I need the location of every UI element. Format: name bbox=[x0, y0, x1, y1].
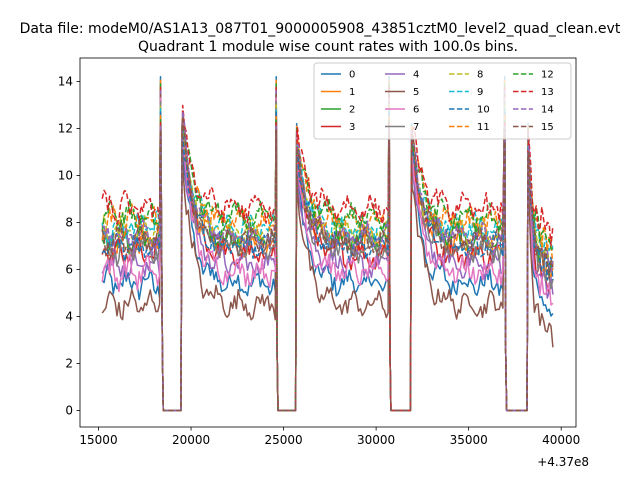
y-tick-label: 12 bbox=[58, 122, 73, 136]
legend-box bbox=[313, 62, 572, 140]
y-tick-label: 10 bbox=[58, 169, 73, 183]
legend-label-9: 9 bbox=[477, 87, 483, 98]
y-tick-label: 8 bbox=[65, 216, 73, 230]
legend-label-14: 14 bbox=[541, 105, 554, 116]
series-lines bbox=[101, 76, 554, 412]
series-line-15 bbox=[101, 115, 554, 412]
legend-label-7: 7 bbox=[413, 122, 419, 133]
y-tick-label: 0 bbox=[65, 404, 73, 418]
axes: 15000 20000 25000 30000 35000 400000246810121… bbox=[58, 57, 580, 447]
series-line-12 bbox=[101, 118, 554, 412]
legend-label-4: 4 bbox=[413, 70, 419, 81]
plot-frame bbox=[79, 57, 577, 428]
x-tick-label: 40000 bbox=[542, 433, 580, 447]
y-tick-label: 2 bbox=[65, 357, 73, 371]
legend-label-12: 12 bbox=[541, 70, 554, 81]
legend-label-8: 8 bbox=[477, 70, 483, 81]
legend-label-13: 13 bbox=[541, 87, 554, 98]
series-line-6 bbox=[101, 97, 554, 412]
series-line-7 bbox=[101, 100, 554, 412]
legend-label-6: 6 bbox=[413, 105, 419, 116]
legend-label-15: 15 bbox=[541, 122, 554, 133]
y-tick-label: 6 bbox=[65, 263, 73, 277]
x-axis-offset-label: +4.37e8 bbox=[537, 455, 589, 469]
y-tick-label: 4 bbox=[65, 310, 73, 324]
y-tick-label: 14 bbox=[58, 75, 73, 89]
chart-title: Quadrant 1 module wise count rates with … bbox=[138, 39, 518, 55]
x-tick-label: 30000 bbox=[357, 433, 395, 447]
figure-suptitle: Data file: modeM0/AS1A13_087T01_90000059… bbox=[20, 21, 621, 37]
series-line-8 bbox=[101, 104, 554, 412]
x-tick-label: 15000 bbox=[79, 433, 117, 447]
legend-label-11: 11 bbox=[477, 122, 490, 133]
legend-label-1: 1 bbox=[349, 87, 355, 98]
legend-label-10: 10 bbox=[477, 105, 490, 116]
legend-label-0: 0 bbox=[349, 70, 355, 81]
legend-label-5: 5 bbox=[413, 87, 419, 98]
series-line-13 bbox=[101, 104, 554, 412]
x-tick-label: 20000 bbox=[172, 433, 210, 447]
legend-label-3: 3 bbox=[349, 122, 355, 133]
x-tick-label: 35000 bbox=[450, 433, 488, 447]
legend-label-2: 2 bbox=[349, 105, 355, 116]
x-tick-label: 25000 bbox=[264, 433, 302, 447]
series-line-5 bbox=[101, 93, 554, 412]
